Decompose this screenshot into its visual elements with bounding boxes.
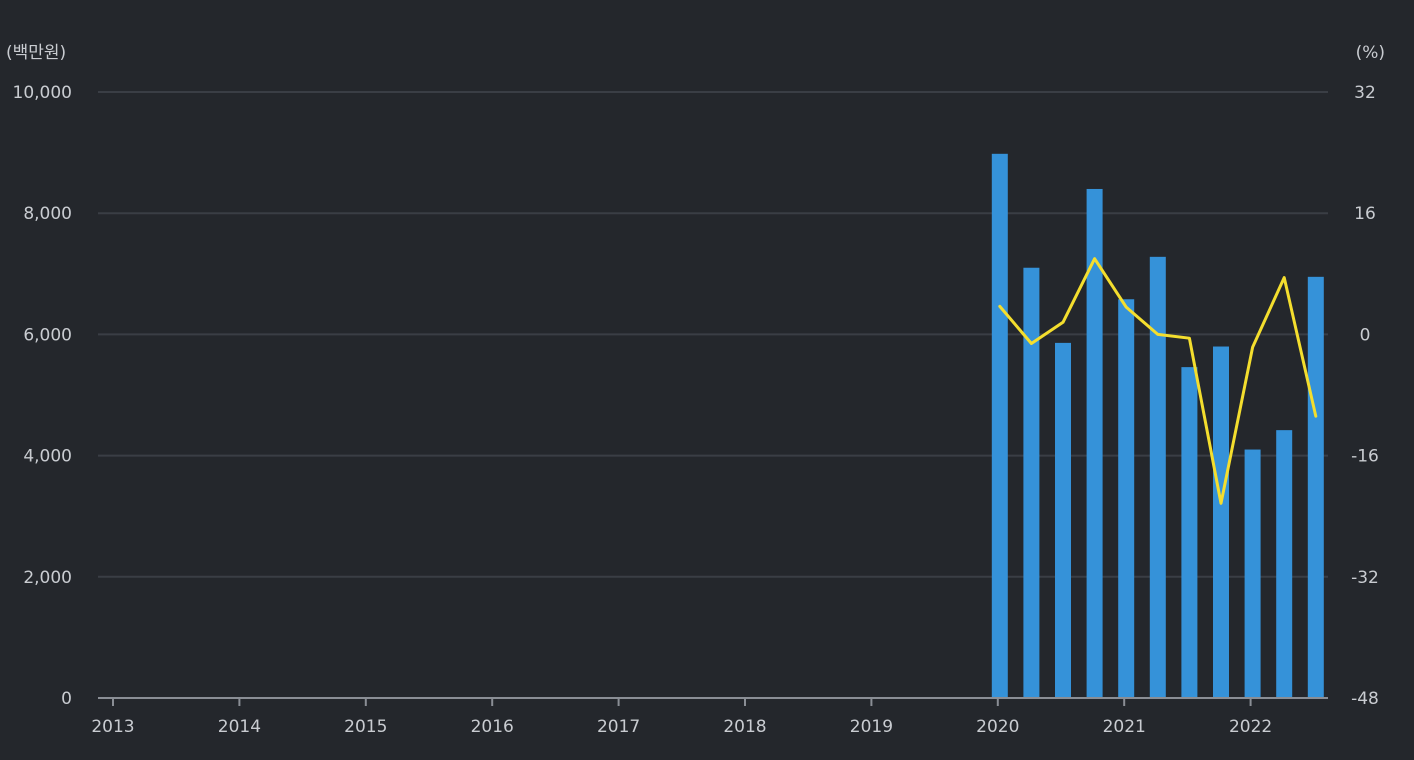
right-tick-label: 0 — [1360, 325, 1371, 345]
x-tick-label: 2016 — [471, 717, 514, 737]
bar-series — [991, 153, 1324, 698]
right-tick-label: -16 — [1351, 447, 1379, 467]
bar — [1181, 367, 1198, 698]
bar — [1276, 430, 1293, 698]
right-tick-label: -48 — [1351, 689, 1379, 709]
bar — [1149, 256, 1166, 698]
x-tick-label: 2018 — [723, 717, 766, 737]
x-tick-label: 2014 — [218, 717, 261, 737]
bar — [1086, 188, 1103, 698]
left-tick-label: 2,000 — [23, 568, 72, 588]
line-series — [998, 257, 1318, 505]
bar — [1307, 276, 1324, 698]
left-tick-label: 10,000 — [13, 83, 72, 103]
bar — [991, 153, 1008, 698]
x-tick-label: 2013 — [91, 717, 134, 737]
left-tick-label: 8,000 — [23, 204, 72, 224]
gridlines — [98, 91, 1328, 578]
x-axis: 2013 2014 2015 2016 2017 2018 2019 2020 2021 2022 — [91, 697, 1328, 737]
bar — [1213, 346, 1229, 698]
right-tick-label: 16 — [1354, 204, 1376, 224]
right-tick-label: -32 — [1351, 568, 1379, 588]
x-tick-label: 2021 — [1103, 717, 1146, 737]
x-tick-label: 2019 — [850, 717, 893, 737]
left-axis-ticks: 0 2,000 4,000 6,000 8,000 10,000 — [13, 83, 72, 709]
left-tick-label: 6,000 — [23, 325, 72, 345]
x-tick-label: 2020 — [976, 717, 1019, 737]
x-tick-label: 2022 — [1229, 717, 1272, 737]
left-unit-label: (백만원) — [6, 43, 66, 63]
left-tick-label: 0 — [61, 689, 72, 709]
bar — [1244, 449, 1261, 698]
bar — [1118, 299, 1135, 698]
right-unit-label: (%) — [1356, 43, 1385, 63]
x-tick-label: 2017 — [597, 717, 640, 737]
right-tick-label: 32 — [1354, 83, 1376, 103]
bar — [1055, 342, 1071, 698]
right-axis-ticks: -48 -32 -16 0 16 32 — [1351, 83, 1379, 709]
left-tick-label: 4,000 — [23, 447, 72, 467]
bar — [1023, 267, 1040, 698]
x-tick-label: 2015 — [344, 717, 387, 737]
line-path — [998, 257, 1318, 505]
